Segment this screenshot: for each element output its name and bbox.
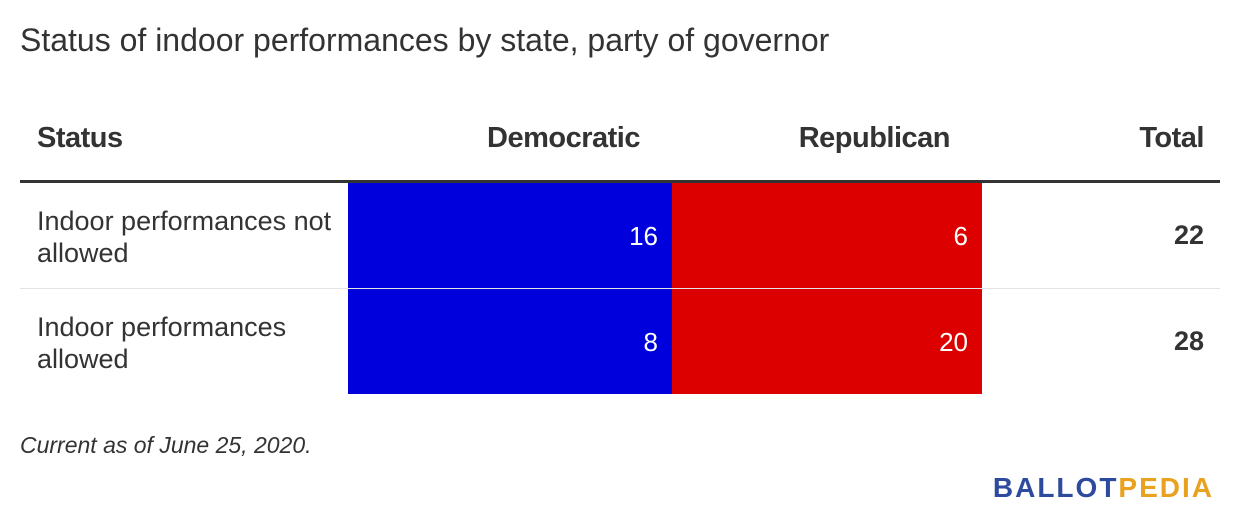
democratic-value: 16 [629,221,658,251]
row-label: Indoor performances not allowed [37,206,332,268]
total-value: 28 [1173,326,1204,356]
republican-cell: 6 [672,183,982,288]
logo-part-ballot: BALLOT [992,472,1119,503]
header-democratic: Democratic [487,122,640,154]
republican-cell: 20 [672,289,982,394]
chart-title: Status of indoor performances by state, … [20,22,830,58]
ballotpedia-logo: BALLOTPEDIA [993,472,1214,504]
democratic-cell: 8 [348,289,672,394]
table-row: Indoor performances allowed 8 20 28 [20,289,1220,394]
row-label: Indoor performances allowed [37,312,287,374]
republican-value: 6 [953,221,968,251]
total-value: 22 [1173,220,1204,250]
logo-part-pedia: PEDIA [1118,472,1214,503]
table-row: Indoor performances not allowed 16 6 22 [20,183,1220,289]
democratic-value: 8 [643,327,658,357]
data-table: Status Democratic Republican Total Indoo… [20,96,1220,394]
republican-value: 20 [939,327,968,357]
democratic-cell: 16 [348,183,672,288]
header-status: Status [37,122,123,154]
source-note: Current as of June 25, 2020. [20,432,312,458]
header-total: Total [1139,122,1204,154]
table-header: Status Democratic Republican Total [20,96,1220,183]
header-republican: Republican [798,122,951,154]
